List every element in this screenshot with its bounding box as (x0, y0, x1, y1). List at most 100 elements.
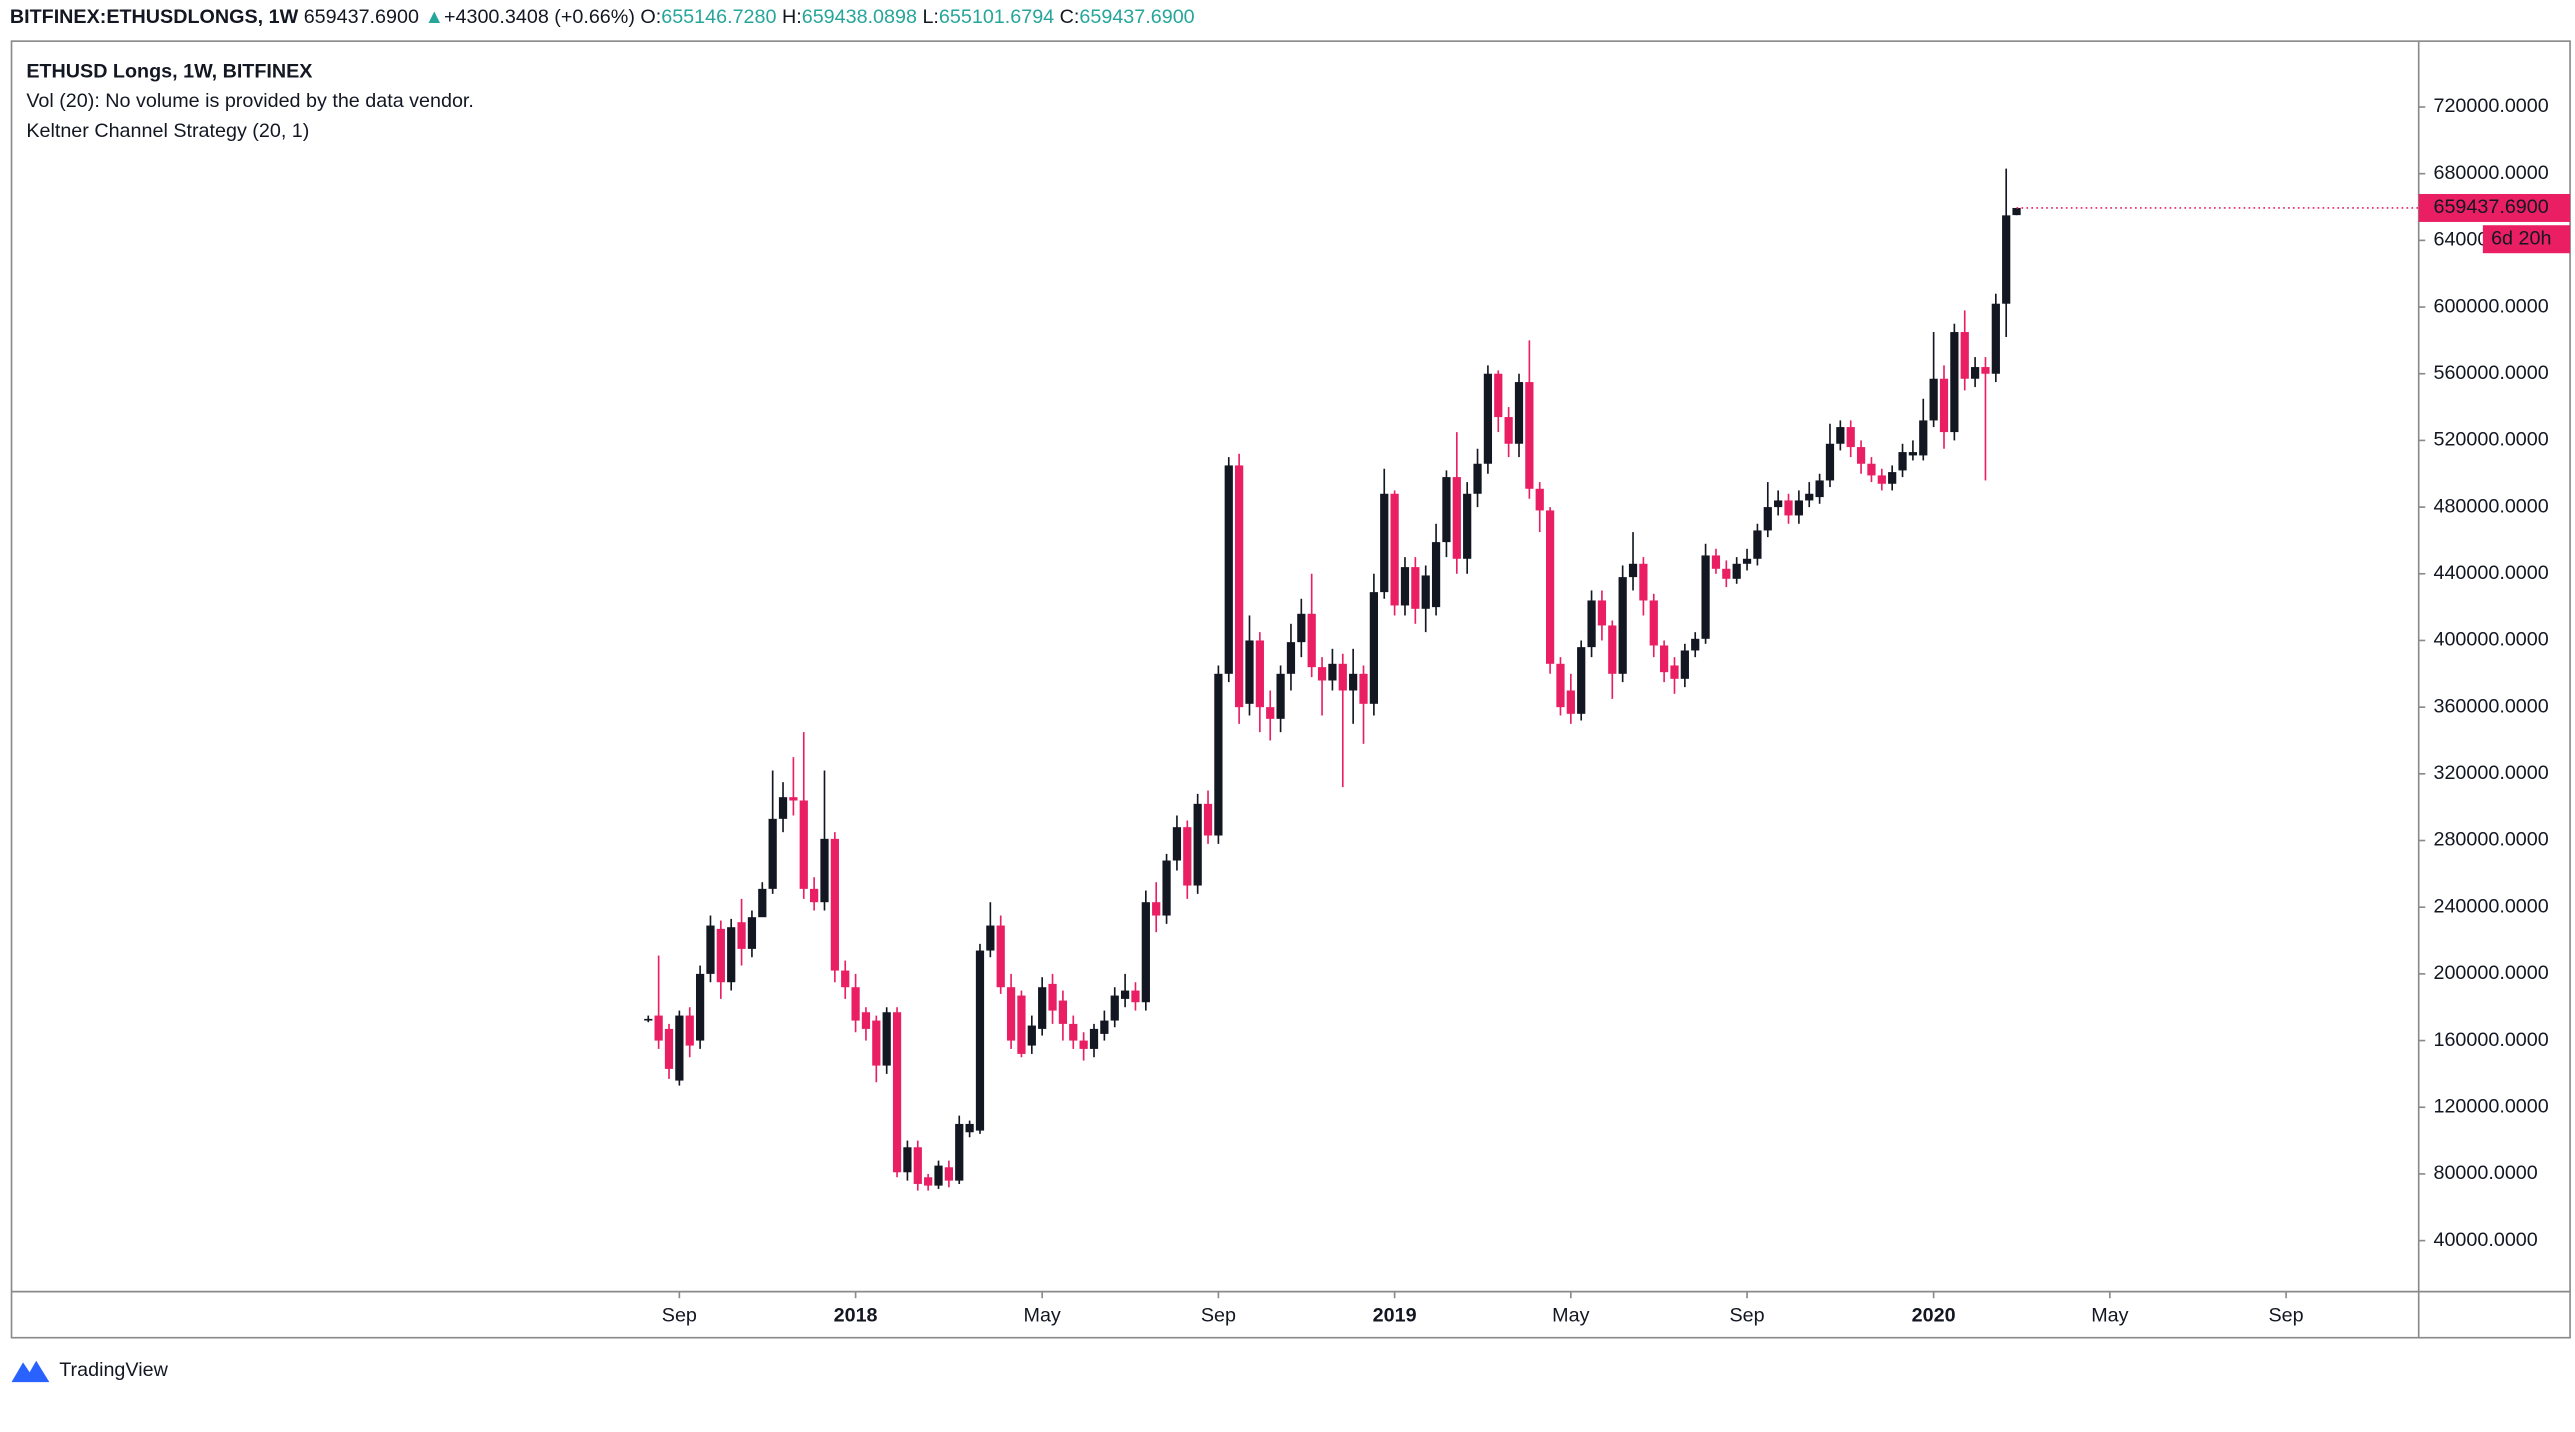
o-label: O: (640, 6, 661, 28)
candle (1120, 973, 1130, 1008)
candle-body (1856, 447, 1866, 464)
candle (1421, 565, 1430, 633)
candle-body (1691, 638, 1700, 651)
candle-body (675, 1015, 684, 1081)
candle (675, 1010, 684, 1086)
candle (1535, 482, 1544, 533)
candle-body (1421, 575, 1430, 609)
candle (1556, 657, 1565, 716)
candle-body (2002, 215, 2011, 304)
x-tick-label: 2018 (834, 1305, 878, 1327)
candle (1431, 523, 1441, 616)
candle-body (1711, 555, 1721, 569)
candle (1929, 332, 1938, 428)
candle-body (1815, 480, 1824, 498)
candle-body (830, 838, 839, 971)
last-price-box (2418, 193, 2571, 222)
candle-body (1141, 902, 1150, 1003)
candle-body (768, 818, 777, 889)
candle (1753, 523, 1762, 566)
candle-body (851, 987, 860, 1021)
candle-body (955, 1123, 964, 1181)
candle-body (2012, 207, 2021, 216)
candle (1908, 440, 1918, 461)
candle (778, 782, 788, 833)
x-tick-label: Sep (1729, 1305, 1764, 1327)
candle (1649, 593, 1658, 658)
candle-body (1877, 475, 1886, 484)
candle-body (1608, 625, 1617, 674)
candle (851, 973, 860, 1033)
y-tick-label: 240000.0000 (2433, 895, 2548, 917)
candle-body (1276, 673, 1285, 719)
candle (685, 1007, 694, 1058)
candle-body (1628, 563, 1638, 578)
x-tick-label: Sep (2269, 1305, 2304, 1327)
candle-body (1089, 1028, 1099, 1049)
candle (1266, 690, 1275, 741)
h-label: H: (782, 6, 802, 28)
candle-body (1504, 417, 1513, 444)
candle-body (1245, 640, 1254, 704)
candle-body (1898, 452, 1907, 471)
candle (1711, 548, 1721, 574)
candle-body (1556, 663, 1565, 708)
candle (1286, 623, 1296, 691)
header: BITFINEX:ETHUSDLONGS, 1W 659437.6900 ▲+4… (10, 6, 1195, 28)
candle-body (1100, 1020, 1109, 1034)
candle (644, 1015, 653, 1023)
candle-body (1774, 500, 1783, 508)
c-label: C: (1060, 6, 1080, 28)
c-value: 659437.6900 (1079, 6, 1194, 28)
candle-body (1545, 510, 1555, 664)
candle (830, 832, 839, 983)
candle-body (924, 1177, 933, 1186)
candle-body (841, 970, 850, 988)
candle (1784, 493, 1793, 524)
o-value: 655146.7280 (661, 6, 776, 28)
candle (2002, 168, 2011, 338)
legend-line: Keltner Channel Strategy (20, 1) (26, 120, 309, 142)
candle (695, 965, 705, 1049)
candle-body (1991, 303, 2000, 374)
candle-body (664, 1028, 674, 1069)
candle-body (1649, 600, 1658, 646)
candle-body (1660, 645, 1669, 673)
last-price-label: 659437.6900 (2433, 196, 2548, 218)
candle-body (1338, 663, 1347, 691)
candle (1110, 987, 1119, 1028)
candle (1193, 793, 1202, 894)
candle-body (872, 1020, 881, 1066)
candle (1172, 815, 1182, 871)
candle (1338, 653, 1347, 788)
candle (1970, 357, 1980, 388)
candle (955, 1115, 964, 1184)
candle (1815, 473, 1824, 504)
candle (654, 955, 663, 1049)
candle-body (1328, 663, 1337, 681)
candle-body (644, 1018, 653, 1021)
candle-body (1473, 463, 1482, 494)
candle (2012, 207, 2021, 216)
candle-body (1152, 902, 1161, 916)
candle-body (913, 1147, 922, 1184)
candle (1203, 790, 1213, 844)
candle-body (716, 928, 725, 983)
candle-body (1722, 568, 1731, 579)
y-tick-label: 440000.0000 (2433, 562, 2548, 584)
candle-body (1597, 600, 1607, 626)
candle-body (1380, 493, 1389, 593)
y-tick-label: 200000.0000 (2433, 962, 2548, 984)
candle (1763, 482, 1772, 538)
candle (1463, 482, 1472, 574)
candle (1390, 490, 1399, 616)
candle (1732, 557, 1741, 584)
candle (789, 757, 798, 816)
candle-body (1784, 500, 1793, 516)
candle-body (861, 1012, 871, 1029)
candle-body (1442, 477, 1451, 543)
candle-body (1919, 420, 1928, 456)
candle-body (1172, 827, 1182, 861)
candle-body (965, 1123, 974, 1133)
candle-body (1701, 555, 1710, 639)
